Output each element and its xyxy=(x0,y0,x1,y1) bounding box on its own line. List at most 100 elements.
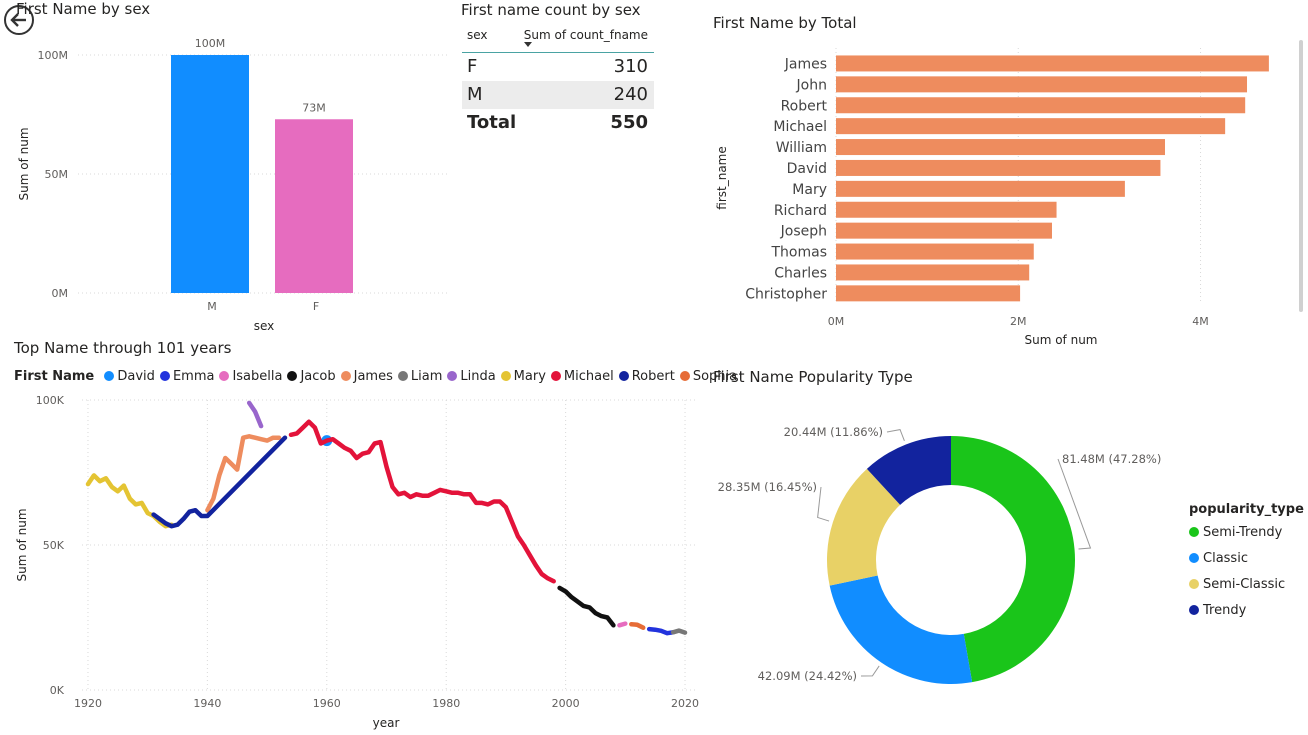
x-tick-label: 2000 xyxy=(552,697,580,710)
x-tick-label: 2020 xyxy=(671,697,699,710)
legend-dot xyxy=(159,371,170,381)
leader-line xyxy=(1057,458,1092,550)
category-label: John xyxy=(796,77,827,93)
legend-item-liam[interactable]: Liam xyxy=(397,369,443,384)
data-label: 20.44M (11.86%) xyxy=(784,425,883,439)
bar-M xyxy=(171,55,249,293)
series-line-isabella xyxy=(617,621,628,628)
table-cell: M xyxy=(467,84,483,105)
bar-david xyxy=(836,159,1161,176)
series-line-robert xyxy=(151,435,288,529)
x-tick-label: 4M xyxy=(1192,315,1209,328)
series-line-sophia xyxy=(629,621,646,630)
category-label: Robert xyxy=(781,98,828,114)
bar-christopher xyxy=(836,285,1021,302)
arrow-left-icon xyxy=(10,13,26,27)
legend-dot xyxy=(1189,553,1199,563)
legend-dot xyxy=(679,371,690,381)
y-tick-label: 0M xyxy=(52,287,69,300)
category-label: Thomas xyxy=(770,245,827,261)
bar-michael xyxy=(836,118,1226,135)
bar-joseph xyxy=(836,222,1052,239)
bar-richard xyxy=(836,201,1057,218)
legend-item-emma[interactable]: Emma xyxy=(159,369,215,384)
x-tick-label: M xyxy=(207,300,217,313)
table-header-sex[interactable]: sex xyxy=(467,28,488,42)
donut-legend-title: popularity_type xyxy=(1189,502,1304,517)
legend-item-mary[interactable]: Mary xyxy=(500,369,546,384)
legend-label: Semi-Classic xyxy=(1203,577,1286,592)
table-total-value: 550 xyxy=(610,112,648,133)
legend-item-robert[interactable]: Robert xyxy=(618,369,675,384)
legend-label: Jacob xyxy=(300,369,336,384)
bar-mary xyxy=(836,180,1125,197)
series-line-james xyxy=(205,434,282,513)
legend-label: James xyxy=(353,369,393,384)
bar-charles xyxy=(836,264,1030,281)
series-line-michael xyxy=(288,419,556,584)
y-axis-title: Sum of num xyxy=(15,508,29,581)
legend-label: Robert xyxy=(631,369,675,384)
category-label: David xyxy=(787,161,827,177)
line-chart-title: Top Name through 101 years xyxy=(14,339,232,357)
leader-line xyxy=(860,665,880,677)
legend-label: Emma xyxy=(172,369,215,384)
donut-title: First Name Popularity Type xyxy=(713,368,913,386)
slice-classic xyxy=(829,575,973,684)
data-label: 81.48M (47.28%) xyxy=(1062,452,1161,466)
legend-item-linda[interactable]: Linda xyxy=(447,369,496,384)
table-header: sex Sum of count_fname xyxy=(462,22,654,53)
count-table: sex Sum of count_fname F 310 M 240 Total… xyxy=(462,22,654,137)
data-label: 42.09M (24.42%) xyxy=(758,669,857,683)
legend-dot xyxy=(1189,579,1199,589)
legend-dot xyxy=(618,371,629,381)
total-hbar-title: First Name by Total xyxy=(713,14,857,32)
legend-item-semi-trendy[interactable]: Semi-Trendy xyxy=(1189,525,1304,551)
table-cell: 310 xyxy=(613,56,648,77)
legend-item-david[interactable]: David xyxy=(104,369,155,384)
table-cell: F xyxy=(467,56,478,77)
legend-item-sophia[interactable]: Sophia xyxy=(679,369,738,384)
legend-label: Liam xyxy=(410,369,443,384)
legend-item-james[interactable]: James xyxy=(340,369,393,384)
legend-item-michael[interactable]: Michael xyxy=(550,369,614,384)
legend-item-semi-classic[interactable]: Semi-Classic xyxy=(1189,577,1304,603)
bar-robert xyxy=(836,97,1246,114)
legend-label: David xyxy=(117,369,155,384)
sort-descending-icon[interactable] xyxy=(524,42,532,47)
x-tick-label: 1920 xyxy=(74,697,102,710)
legend-dot xyxy=(1189,605,1199,615)
legend-item-trendy[interactable]: Trendy xyxy=(1189,603,1304,629)
donut-legend: popularity_type Semi-Trendy Classic Semi-C… xyxy=(1189,502,1304,629)
legend-label: Sophia xyxy=(692,369,738,384)
data-label: 100M xyxy=(195,37,226,50)
legend-label: Trendy xyxy=(1203,603,1247,618)
x-tick-label: 1980 xyxy=(432,697,460,710)
scrollbar[interactable] xyxy=(1299,40,1303,312)
legend-dot xyxy=(500,371,511,381)
legend-item-isabella[interactable]: Isabella xyxy=(219,369,282,384)
legend-item-jacob[interactable]: Jacob xyxy=(287,369,336,384)
legend-dot xyxy=(340,371,351,381)
legend-label: Semi-Trendy xyxy=(1203,525,1283,540)
sex-bar-title: First Name by sex xyxy=(16,0,151,18)
x-tick-label: F xyxy=(313,300,319,313)
series-line-liam xyxy=(670,628,688,635)
slice-trendy xyxy=(866,436,951,505)
total-hbar-chart: 0M 2M 4M James John Robert Michael William David… xyxy=(715,48,1269,347)
legend-label: Mary xyxy=(513,369,546,384)
category-label: Richard xyxy=(774,203,827,219)
legend-dot xyxy=(104,371,115,381)
legend-label: Linda xyxy=(460,369,496,384)
slice-semi-trendy xyxy=(951,436,1075,683)
table-total-label: Total xyxy=(467,112,517,133)
table-header-count[interactable]: Sum of count_fname xyxy=(523,28,648,42)
top-name-line-chart: 0K 50K 100K 1920 1940 1960 1980 2000 2020 year Sum… xyxy=(15,394,699,730)
slice-semi-classic xyxy=(827,468,901,586)
legend-item-classic[interactable]: Classic xyxy=(1189,551,1304,577)
back-button[interactable] xyxy=(4,5,34,35)
leader-line xyxy=(886,429,905,441)
bar-william xyxy=(836,139,1165,156)
legend-label: Isabella xyxy=(232,369,283,384)
